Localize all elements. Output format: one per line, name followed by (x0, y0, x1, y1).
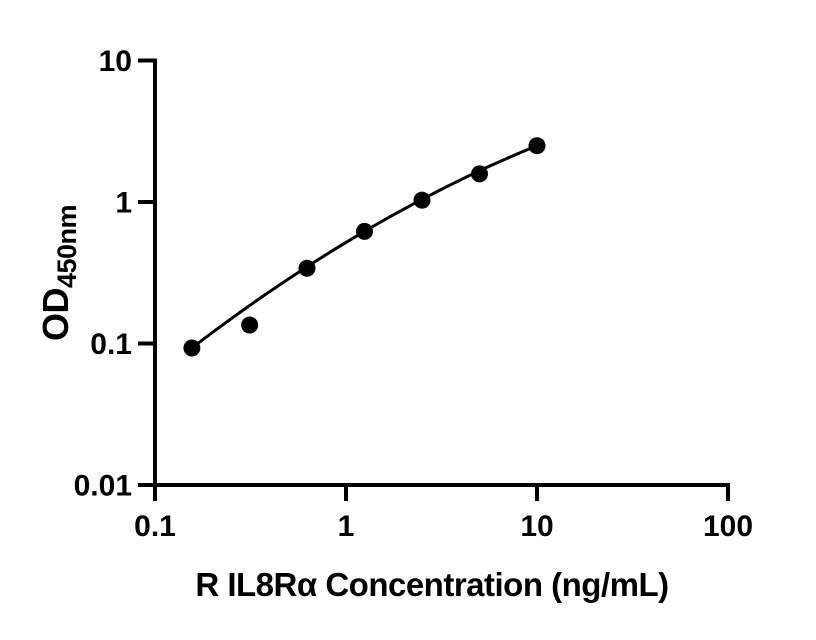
y-axis-title: OD450nm (35, 205, 82, 341)
data-point (413, 191, 431, 209)
y-axis-title-main: OD (35, 288, 76, 341)
x-tick-label: 0.1 (134, 510, 176, 543)
data-series-layer (183, 137, 546, 357)
y-axis-title-subscript: 450nm (52, 205, 82, 288)
axis-spine (153, 58, 730, 487)
y-tick-label: 0.01 (74, 470, 132, 503)
data-point (471, 165, 488, 183)
x-axis-title: R IL8Rα Concentration (ng/mL) (195, 566, 668, 603)
data-point (298, 259, 316, 277)
y-tick-label: 10 (99, 45, 132, 78)
y-tick-label: 1 (115, 187, 132, 220)
x-tick-label: 10 (520, 510, 553, 543)
data-point (183, 339, 201, 357)
x-tick-label: 1 (338, 510, 355, 543)
data-point (528, 137, 546, 155)
y-tick-label: 0.1 (90, 328, 132, 361)
data-point (241, 316, 259, 334)
x-tick-label: 100 (703, 510, 753, 543)
data-point (356, 222, 374, 240)
